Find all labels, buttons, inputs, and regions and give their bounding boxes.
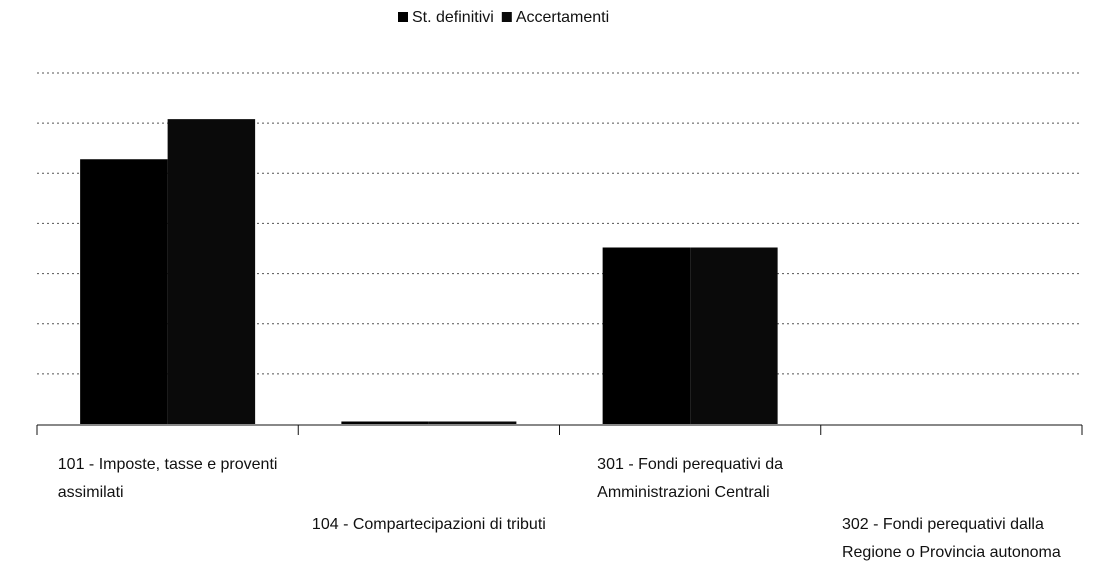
legend-swatch xyxy=(501,12,512,22)
x-tick-label-line: assimilati xyxy=(58,484,124,501)
x-tick-label-line: 101 - Imposte, tasse e proventi xyxy=(58,456,278,473)
x-tick-label-line: Regione o Provincia autonoma xyxy=(842,544,1061,561)
x-tick-label: 301 - Fondi perequativi da Amministrazion… xyxy=(597,456,783,501)
bar xyxy=(80,159,168,424)
x-tick-label-line: 302 - Fondi perequativi dalla xyxy=(842,516,1044,533)
x-tick-label: 302 - Fondi perequativi dalla Regione o P… xyxy=(842,516,1061,561)
x-tick-label-line: Amministrazioni Centrali xyxy=(597,484,770,501)
x-tick-label-line: 301 - Fondi perequativi da xyxy=(597,456,783,473)
bar xyxy=(428,421,517,424)
x-tick-label: 101 - Imposte, tasse e proventi assimilat… xyxy=(58,456,278,501)
x-tick-label-line: 104 - Compartecipazioni di tributi xyxy=(312,516,546,533)
legend-label: Accertamenti xyxy=(516,9,609,26)
bar xyxy=(341,421,429,424)
legend: St. definitivi Accertamenti xyxy=(398,9,609,26)
legend-swatch xyxy=(398,12,408,22)
x-tick-label: 104 - Compartecipazioni di tributi xyxy=(312,516,546,533)
legend-label: St. definitivi xyxy=(412,9,494,26)
bar xyxy=(690,247,778,424)
bar xyxy=(602,247,691,424)
bar xyxy=(167,119,256,424)
